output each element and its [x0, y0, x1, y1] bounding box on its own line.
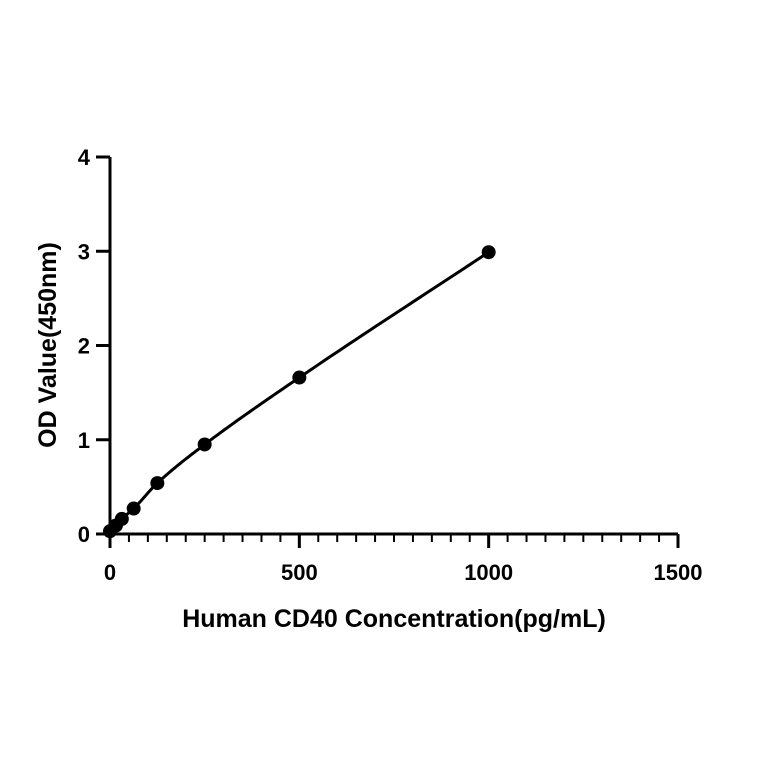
data-point — [292, 370, 307, 385]
y-tick-label: 1 — [78, 428, 90, 453]
x-tick-label: 0 — [104, 560, 116, 585]
x-axis: 0 500 1000 1500 — [104, 532, 703, 585]
x-tick-label: 1500 — [654, 560, 703, 585]
fit-curve-line — [108, 250, 490, 533]
y-tick-label: 2 — [78, 334, 90, 359]
y-axis-label: OD Value(450nm) — [34, 242, 62, 448]
y-tick-label: 0 — [78, 522, 90, 547]
y-tick-label: 3 — [78, 239, 90, 264]
plot-area — [103, 245, 496, 539]
data-point — [481, 245, 496, 260]
data-point — [114, 511, 129, 526]
y-tick-label: 4 — [78, 145, 91, 170]
x-tick-label: 1000 — [464, 560, 513, 585]
data-point — [197, 437, 212, 452]
x-axis-label: Human CD40 Concentration(pg/mL) — [182, 605, 606, 633]
data-point — [150, 476, 165, 491]
y-axis: 0 1 2 3 4 — [78, 145, 112, 547]
data-point — [126, 501, 141, 516]
x-tick-label: 500 — [281, 560, 318, 585]
